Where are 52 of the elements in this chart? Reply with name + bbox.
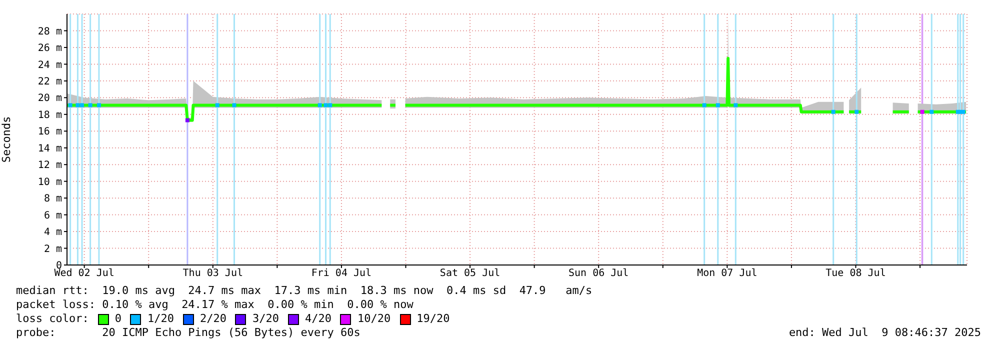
legend-label: 10/20 bbox=[357, 312, 391, 326]
legend-label: 3/20 bbox=[252, 312, 279, 326]
y-tick-label: 20 m bbox=[38, 93, 62, 104]
point bbox=[854, 110, 859, 114]
y-tick-label: 4 m bbox=[44, 227, 62, 238]
point bbox=[716, 103, 720, 108]
point bbox=[215, 103, 220, 108]
y-tick-label: 8 m bbox=[44, 194, 62, 205]
y-tick-label: 14 m bbox=[38, 143, 62, 154]
x-tick-label: Fri 04 Jul bbox=[311, 268, 372, 280]
point bbox=[324, 103, 328, 108]
x-tick-label: Tue 08 Jul bbox=[826, 268, 886, 280]
point bbox=[831, 110, 836, 114]
y-tick-label: 2 m bbox=[44, 244, 62, 255]
text: probe: 20 ICMP Echo Pings (56 Bytes) every 60s bbox=[16, 326, 360, 340]
text: median rtt: 19.0 ms avg 24.7 ms max 17.3 ms min 18.3 ms now 0.4 ms sd 47.9 am/s bbox=[16, 284, 594, 298]
x-tick-label: Thu 03 Jul bbox=[182, 268, 243, 280]
point bbox=[734, 103, 738, 108]
point bbox=[318, 103, 322, 108]
legend-label: 19/20 bbox=[416, 312, 450, 326]
x-tick-label: Sun 06 Jul bbox=[568, 268, 629, 280]
legend-label: 0 bbox=[114, 312, 122, 326]
y-tick-label: 28 m bbox=[38, 26, 62, 38]
point bbox=[930, 110, 934, 114]
point bbox=[76, 103, 80, 108]
y-tick-label: 24 m bbox=[38, 60, 62, 71]
point bbox=[185, 118, 190, 122]
point bbox=[961, 110, 966, 114]
y-tick-label: 16 m bbox=[38, 126, 62, 138]
point bbox=[96, 103, 101, 108]
y-axis-title: Seconds bbox=[0, 116, 13, 163]
y-tick-label: 10 m bbox=[38, 176, 62, 188]
x-tick-label: Sat 05 Jul bbox=[440, 268, 500, 280]
point bbox=[702, 103, 706, 108]
point bbox=[68, 103, 72, 108]
y-tick-label: 6 m bbox=[44, 210, 62, 222]
y-tick-label: 22 m bbox=[38, 76, 62, 88]
legend-label: 1/20 bbox=[147, 312, 174, 326]
point bbox=[88, 103, 92, 108]
point bbox=[328, 103, 332, 108]
text: packet loss: 0.10 % avg 24.17 % max 0.00 % min 0.00 % now bbox=[16, 298, 414, 312]
legend-label: 4/20 bbox=[304, 312, 332, 326]
point bbox=[920, 110, 924, 114]
point bbox=[232, 103, 236, 108]
y-tick-label: 12 m bbox=[38, 160, 62, 172]
legend-title: loss color: bbox=[16, 312, 89, 326]
y-tick-label: 26 m bbox=[38, 43, 62, 54]
x-tick-label: Mon 07 Jul bbox=[697, 268, 758, 280]
text: end: Wed Jul 9 08:46:37 2025 bbox=[788, 326, 981, 340]
y-tick-label: 18 m bbox=[38, 110, 62, 121]
legend-label: 2/20 bbox=[200, 312, 226, 326]
point bbox=[80, 103, 84, 108]
